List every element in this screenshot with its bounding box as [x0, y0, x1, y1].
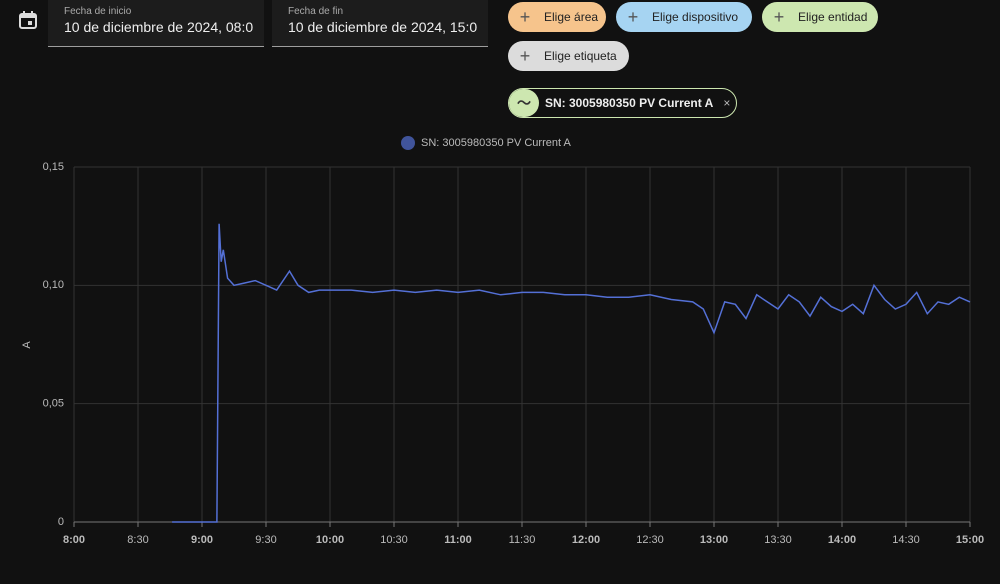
x-tick-label: 10:30	[380, 534, 408, 546]
y-tick-label: 0,05	[43, 398, 64, 410]
legend-label: SN: 3005980350 PV Current A	[421, 137, 571, 149]
series-line	[172, 223, 971, 523]
end-date[interactable]: Fecha de fin 10 de diciembre de 2024, 15…	[272, 0, 488, 47]
x-tick-label: 11:30	[509, 534, 536, 546]
selected-entity-chip[interactable]: 〜 SN: 3005980350 PV Current A ×	[508, 88, 737, 118]
y-axis-label: A	[21, 341, 33, 349]
chip-text: Elige etiqueta	[544, 49, 617, 63]
x-tick-label: 13:00	[700, 534, 728, 546]
calendar-icon[interactable]	[18, 10, 38, 30]
x-tick-label: 10:00	[316, 534, 344, 546]
x-tick-label: 11:00	[444, 534, 472, 546]
x-tick-label: 13:30	[764, 534, 792, 546]
chip-text: Elige área	[544, 10, 599, 24]
chip-text: Elige entidad	[798, 10, 868, 24]
remove-button[interactable]: ×	[723, 96, 731, 110]
field-value: 10 de diciembre de 2024, 08:0	[64, 19, 254, 35]
legend-marker	[401, 136, 415, 150]
area-chip[interactable]: + Elige área	[508, 2, 606, 32]
label-chip[interactable]: + Elige etiqueta	[508, 41, 629, 71]
x-tick-label: 12:30	[636, 534, 664, 546]
chip-text: Elige dispositivo	[652, 10, 739, 24]
y-tick-label: 0,10	[43, 279, 64, 291]
field-label: Fecha de inicio	[64, 6, 132, 17]
y-tick-label: 0,15	[43, 161, 64, 173]
y-tick-label: 0	[58, 516, 64, 528]
start-date[interactable]: Fecha de inicio 10 de diciembre de 2024,…	[48, 0, 264, 47]
entity-icon: 〜	[509, 89, 539, 117]
field-label: Fecha de fin	[288, 6, 344, 17]
x-tick-label: 8:30	[127, 534, 148, 546]
x-tick-label: 9:30	[255, 534, 276, 546]
x-tick-label: 12:00	[572, 534, 600, 546]
field-value: 10 de diciembre de 2024, 15:0	[288, 19, 478, 35]
x-tick-label: 9:00	[191, 534, 213, 546]
entity-chip[interactable]: + Elige entidad	[762, 2, 878, 32]
x-tick-label: 15:00	[956, 534, 984, 546]
x-tick-label: 14:30	[892, 534, 920, 546]
x-tick-label: 8:00	[63, 534, 85, 546]
x-tick-label: 14:00	[828, 534, 856, 546]
device-chip[interactable]: + Elige dispositivo	[616, 2, 752, 32]
chip-text: SN: 3005980350 PV Current A	[545, 96, 714, 110]
